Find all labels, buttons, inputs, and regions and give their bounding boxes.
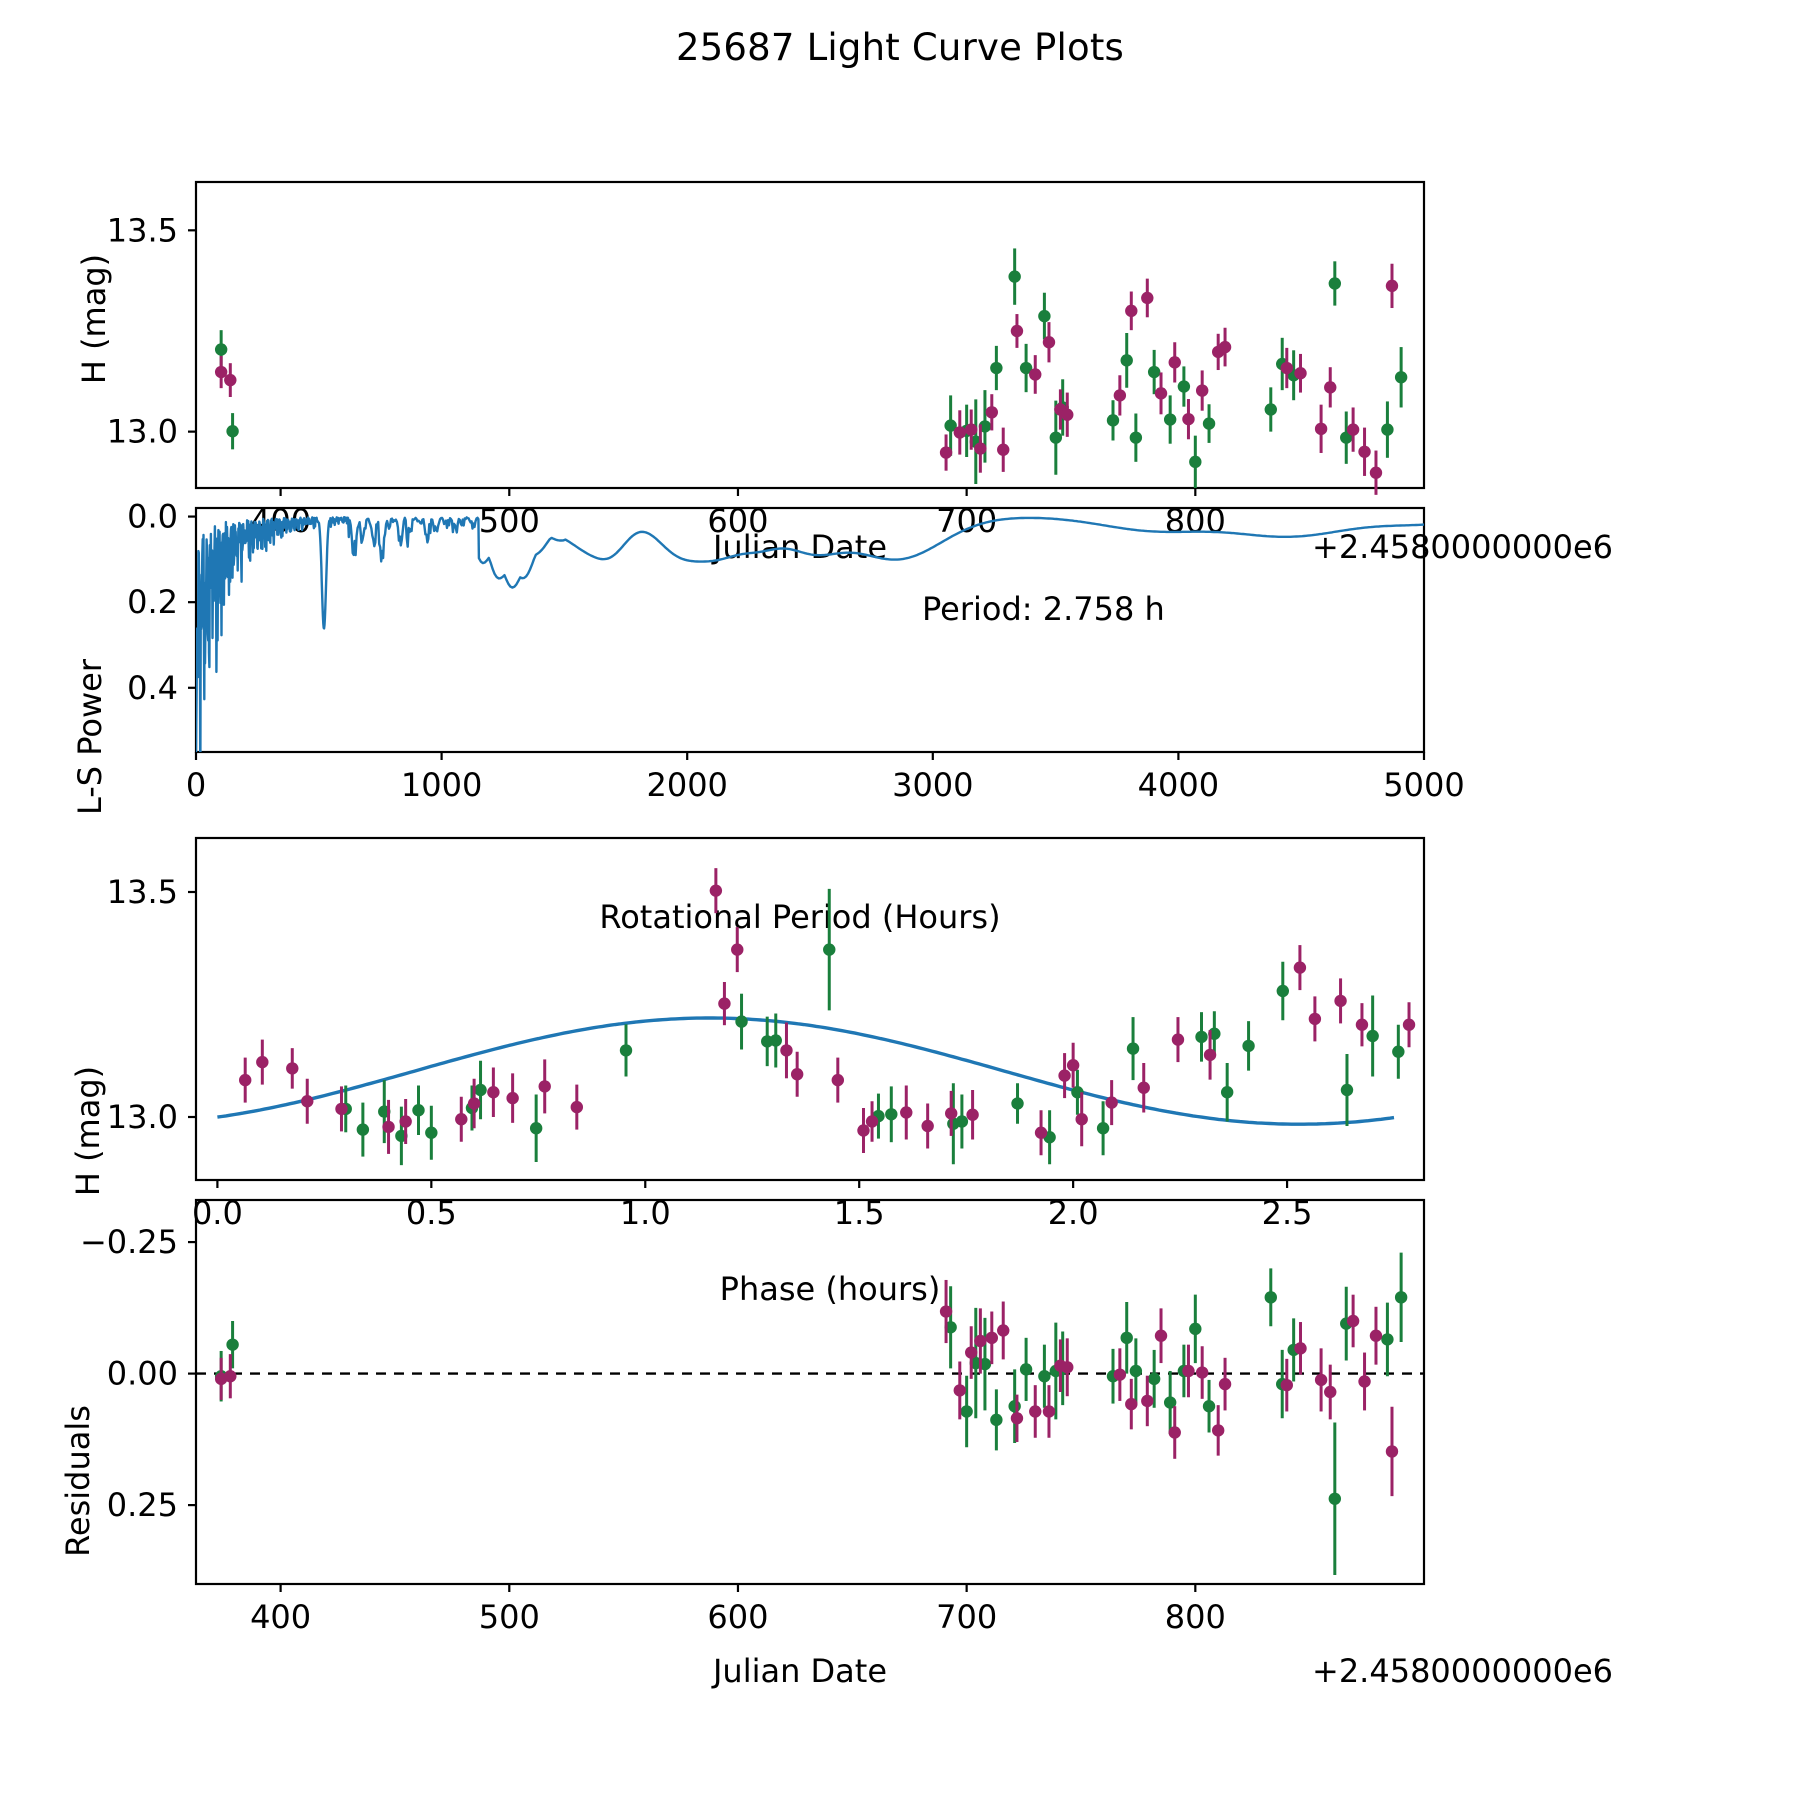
panel1-offset-label: +2.4580000000e6	[1312, 528, 1613, 566]
y-ticks: 0.0 0.2 0.4	[127, 498, 196, 707]
svg-text:1000: 1000	[401, 766, 482, 804]
svg-text:13.5: 13.5	[107, 211, 178, 249]
svg-text:13.5: 13.5	[107, 873, 178, 911]
periodogram-curve	[196, 516, 1424, 752]
svg-text:5000: 5000	[1383, 766, 1464, 804]
panel1-frame	[194, 180, 1426, 490]
x-ticks: 400 500 600 700 800	[250, 1584, 1226, 1636]
svg-text:0.2: 0.2	[127, 583, 178, 621]
svg-text:13.0: 13.0	[107, 1098, 178, 1136]
svg-text:500: 500	[479, 1598, 540, 1636]
panel3-frame	[194, 836, 1426, 1182]
y-ticks: 13.5 13.0	[107, 211, 196, 451]
panel4-xlabel: Julian Date	[712, 1652, 888, 1690]
panel2-xlabel: Rotational Period (Hours)	[599, 898, 1001, 936]
x-ticks: 400 500 600 700 800	[250, 488, 1226, 540]
svg-text:0.00: 0.00	[107, 1355, 178, 1393]
panel1-xlabel: Julian Date	[712, 528, 888, 566]
x-ticks: 0.0 0.5 1.0 1.5 2.0 2.5	[192, 1180, 1313, 1232]
x-ticks: 0 1000 2000 3000 4000 5000	[186, 752, 1465, 804]
period-annotation: Period: 2.758 h	[922, 590, 1165, 628]
svg-text:13.0: 13.0	[107, 413, 178, 451]
y-ticks: 13.5 13.0	[107, 873, 196, 1136]
panel1-datapoints	[214, 248, 1408, 495]
svg-text:−0.25: −0.25	[80, 1223, 178, 1261]
svg-text:2000: 2000	[646, 766, 727, 804]
svg-text:0: 0	[186, 766, 206, 804]
svg-text:3000: 3000	[892, 766, 973, 804]
svg-text:800: 800	[1165, 1598, 1226, 1636]
y-ticks: 0.25 0.00 −0.25	[80, 1223, 196, 1524]
panel4-datapoints	[214, 1252, 1408, 1576]
svg-text:4000: 4000	[1138, 766, 1219, 804]
panel4-frame	[194, 1198, 1426, 1586]
svg-text:700: 700	[936, 1598, 997, 1636]
panel4-offset-label: +2.4580000000e6	[1312, 1652, 1613, 1690]
figure-title: 25687 Light Curve Plots	[675, 26, 1125, 69]
panel3-datapoints	[239, 868, 1416, 1166]
svg-text:600: 600	[707, 1598, 768, 1636]
svg-text:0.4: 0.4	[127, 669, 178, 707]
phase-fit-curve	[217, 1016, 1395, 1126]
svg-text:0.25: 0.25	[107, 1486, 178, 1524]
panel3-xlabel: Phase (hours)	[719, 1270, 941, 1308]
svg-text:400: 400	[250, 1598, 311, 1636]
svg-text:0.0: 0.0	[127, 498, 178, 536]
